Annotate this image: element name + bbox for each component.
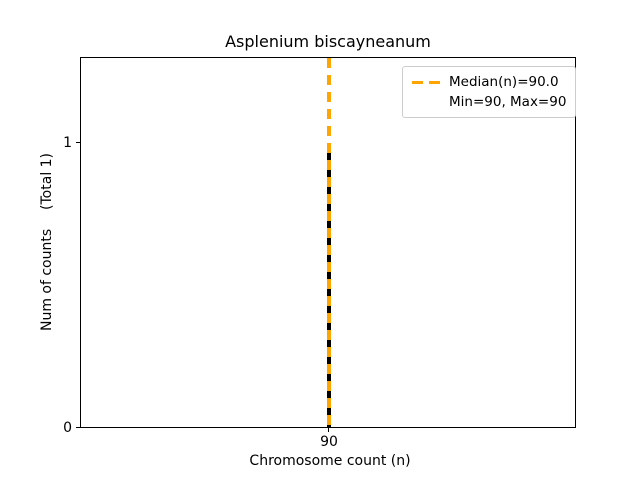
y-axis-label-total: (Total 1) [39,152,55,210]
legend-label-minmax: Min=90, Max=90 [449,94,567,110]
legend: Median(n)=90.0 Min=90, Max=90 [402,66,577,118]
chart-title: Asplenium biscayneanum [225,32,431,51]
legend-entry-median: Median(n)=90.0 [412,72,566,92]
y-tick-mark-0 [76,427,80,428]
x-axis-label: Chromosome count (n) [249,453,411,469]
median-dashed-line-swatch [412,80,440,84]
empty-legend-swatch [412,101,440,104]
y-axis-label-text: Num of counts [39,228,55,332]
x-tick-label-90: 90 [320,434,338,450]
y-tick-mark-1 [76,142,80,143]
median-line [327,58,331,428]
y-tick-label-1: 1 [63,135,72,151]
legend-label-median: Median(n)=90.0 [449,74,559,90]
legend-entry-minmax: Min=90, Max=90 [412,92,566,112]
x-tick-mark-90 [328,428,329,432]
y-axis-label: Num of counts (Total 1) [39,153,55,331]
y-tick-label-0: 0 [63,420,72,436]
